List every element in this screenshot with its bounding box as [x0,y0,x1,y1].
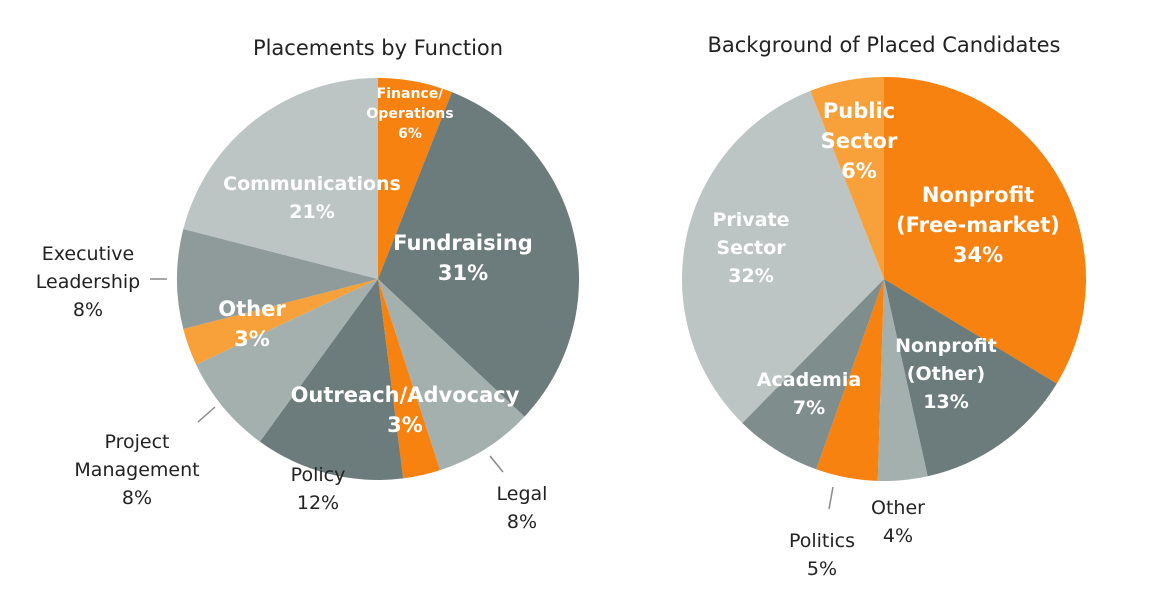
slice-name: Communications [223,173,401,195]
pie-slice [884,279,1057,477]
slice-percent: 3% [234,327,270,351]
slice-name: Management [74,459,199,481]
slice-name: Finance/ [377,86,445,102]
slice-percent: 31% [438,261,488,285]
slice-label: Politics 5% [789,530,855,580]
slice-label: Nonprofit (Other) 13% [895,335,997,413]
slice-label: Private Sector 32% [713,209,790,287]
slice-percent: 6% [841,159,877,183]
slice-percent: 34% [953,243,1003,267]
slice-percent: 8% [122,487,152,509]
slice-name: Operations [366,106,453,122]
slice-label: Academia 7% [757,369,861,419]
pie-slice [884,77,1087,384]
background-of-placed-candidates-pie: Nonprofit (Free-market) 34% Nonprofit (Other… [682,77,1087,580]
pie-slice [378,92,579,417]
slice-name: Fundraising [393,231,533,255]
slice-name: Nonprofit [895,335,997,357]
slice-label: Legal 8% [497,483,548,533]
slice-label: Fundraising 31% [393,231,533,285]
pie-slice [176,229,378,329]
slice-name: Nonprofit [922,183,1034,207]
slice-percent: 12% [297,492,339,514]
slice-label: Public Sector 6% [821,99,898,183]
slice-name: (Free-market) [896,213,1060,237]
slice-name: Sector [716,237,786,259]
slice-percent: 7% [793,397,825,419]
pie-slice [378,78,452,279]
slice-name: Other [218,297,286,321]
pie-slice [378,279,525,471]
pie-slice [682,90,884,423]
slice-percent: 8% [73,299,103,321]
slice-name: Politics [789,530,855,552]
pie-slice [742,279,884,470]
slice-label: Project Management 8% [74,431,199,509]
slice-label: Communications 21% [223,173,401,223]
slice-name: Outreach/Advocacy [291,383,520,407]
pie-slice [877,279,928,481]
pie-slice [378,279,441,479]
slice-name: Sector [821,129,898,153]
slice-label: Other 3% [218,297,286,351]
pie-slice [183,77,378,280]
slice-label: Other 4% [871,497,925,547]
slice-name: Project [104,431,169,453]
slice-label: Policy 12% [291,464,346,514]
slice-label: Finance/Operations 6% [366,86,453,142]
slice-name: Leadership [36,271,140,293]
pie-slice [816,279,884,481]
slice-percent: 3% [387,413,423,437]
slice-percent: 6% [398,126,422,142]
placements-by-function-pie: Finance/Operations 6% Fundraising 31% Legal 8… [36,77,579,533]
left-chart-title: Placements by Function [253,36,503,60]
slice-percent: 5% [807,558,837,580]
slice-percent: 13% [923,391,968,413]
slice-name: Executive [42,243,135,265]
pie-slice [810,77,884,279]
slice-label: Executive Leadership 8% [36,243,140,321]
slice-percent: 32% [728,265,773,287]
leader-line [489,455,504,473]
slice-name: Legal [497,483,548,505]
leader-line [828,486,834,510]
pie-slice [183,279,378,365]
pie-slice [196,279,378,442]
slice-label: Nonprofit (Free-market) 34% [896,183,1060,267]
slice-name: (Other) [907,363,985,385]
slice-percent: 4% [883,525,913,547]
slice-name: Academia [757,369,861,391]
pie-slice [259,279,404,481]
right-chart-title: Background of Placed Candidates [707,33,1060,57]
slice-percent: 8% [507,511,537,533]
leader-line [197,406,216,423]
slice-name: Public [823,99,895,123]
slice-label: Outreach/Advocacy 3% [291,383,520,437]
slice-name: Private [713,209,790,231]
slice-percent: 21% [289,201,334,223]
slice-name: Policy [291,464,346,486]
slice-name: Other [871,497,925,519]
